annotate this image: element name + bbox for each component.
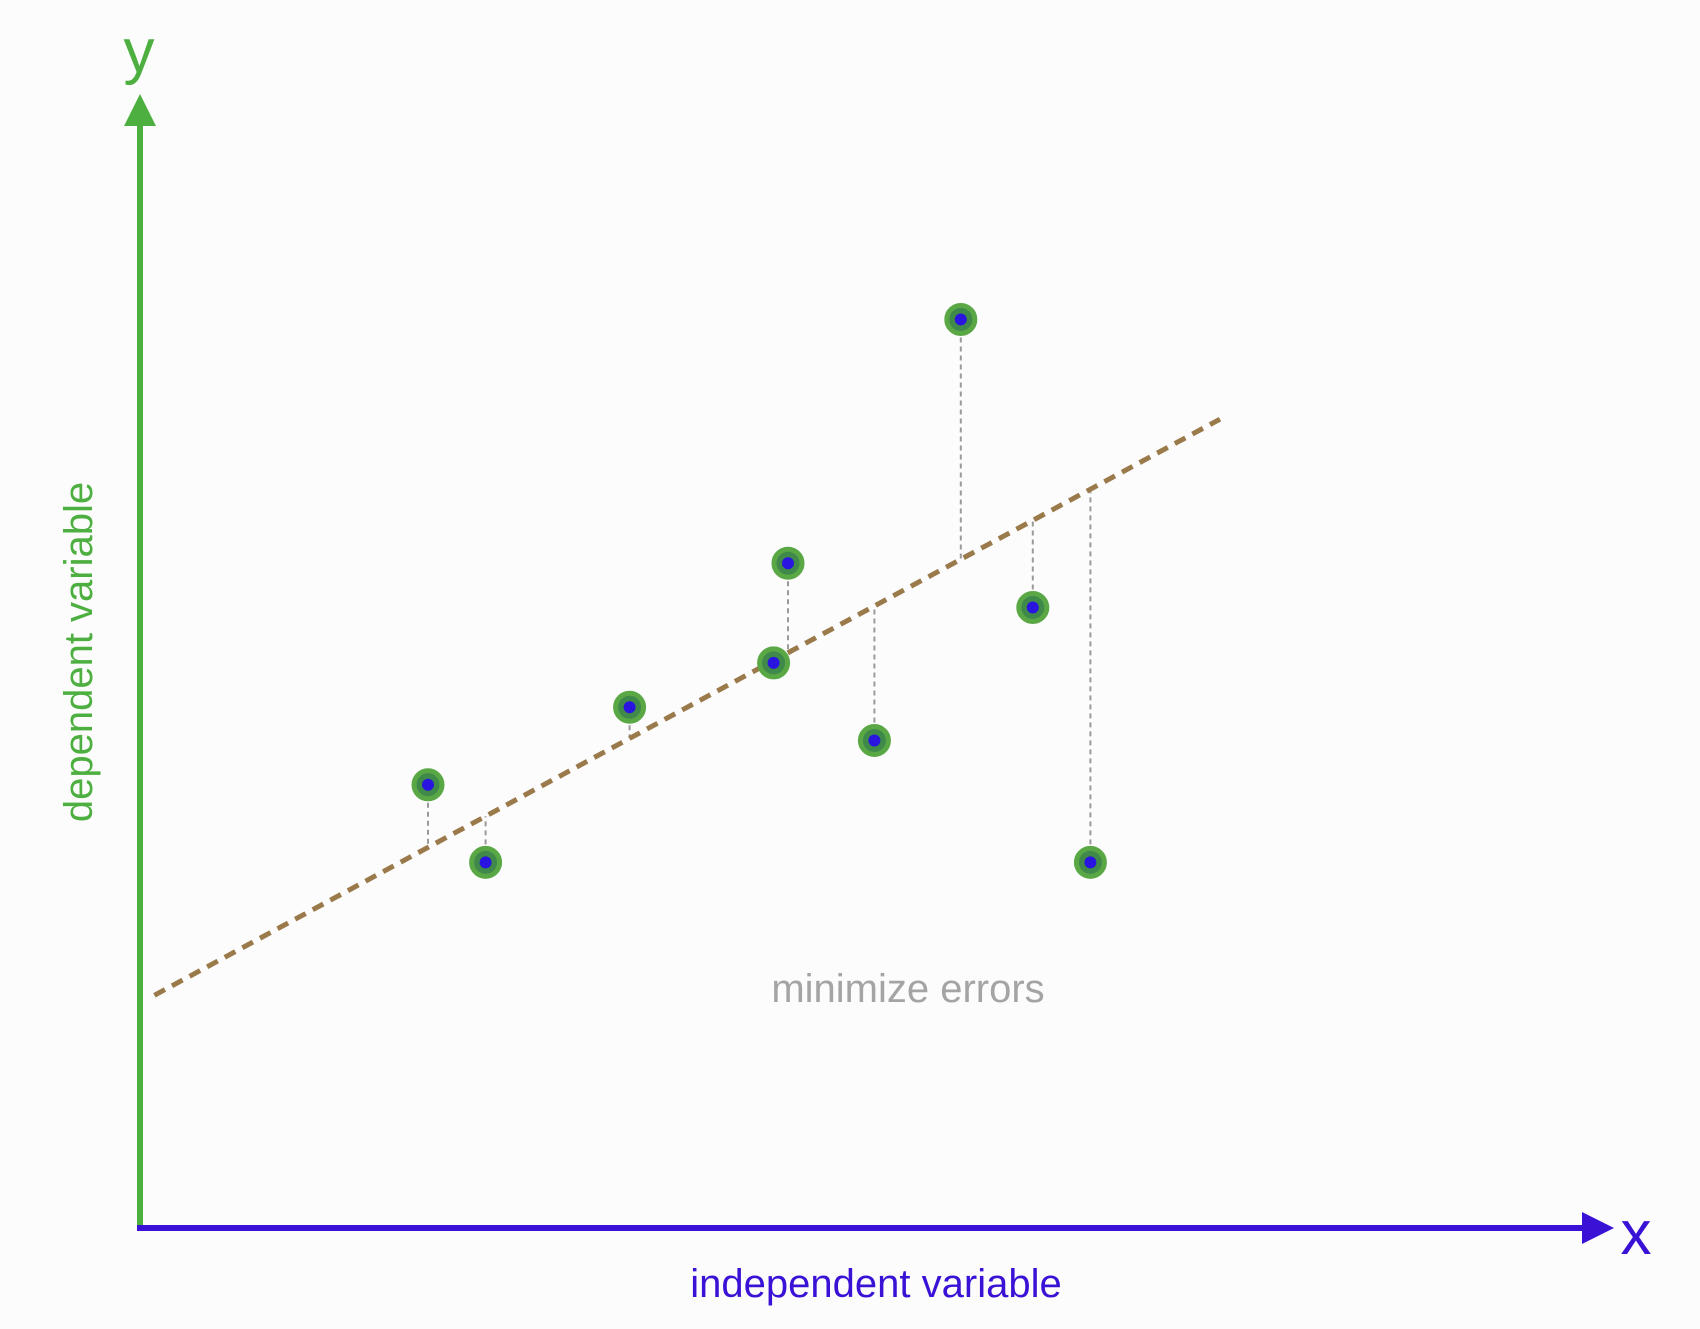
data-point bbox=[771, 546, 805, 580]
y-axis-title: dependent variable bbox=[57, 482, 101, 822]
x-axis-title: independent variable bbox=[690, 1262, 1061, 1306]
data-point-dot bbox=[479, 856, 492, 869]
data-point bbox=[757, 646, 791, 680]
data-point bbox=[469, 845, 503, 879]
y-axis-arrowhead bbox=[124, 94, 156, 126]
data-point-dot bbox=[782, 557, 794, 570]
data-point bbox=[411, 768, 445, 802]
data-point-dot bbox=[422, 778, 434, 791]
data-point-dot bbox=[623, 701, 636, 714]
regression-line bbox=[153, 416, 1222, 998]
data-point bbox=[613, 690, 647, 724]
y-axis-letter: y bbox=[124, 17, 155, 86]
x-axis-arrowhead bbox=[1582, 1212, 1614, 1244]
data-points bbox=[411, 302, 1107, 879]
data-point bbox=[1073, 845, 1107, 879]
data-point-dot bbox=[868, 734, 881, 747]
x-axis-letter: x bbox=[1621, 1199, 1652, 1268]
data-point-dot bbox=[1084, 856, 1097, 869]
data-point-dot bbox=[1026, 601, 1039, 614]
data-point-dot bbox=[954, 313, 967, 326]
data-point-dot bbox=[767, 656, 780, 669]
residual-lines bbox=[427, 319, 1092, 863]
minimize-errors-annotation: minimize errors bbox=[771, 967, 1044, 1011]
data-point bbox=[944, 302, 978, 336]
data-point bbox=[857, 723, 891, 757]
data-point bbox=[1016, 591, 1050, 625]
